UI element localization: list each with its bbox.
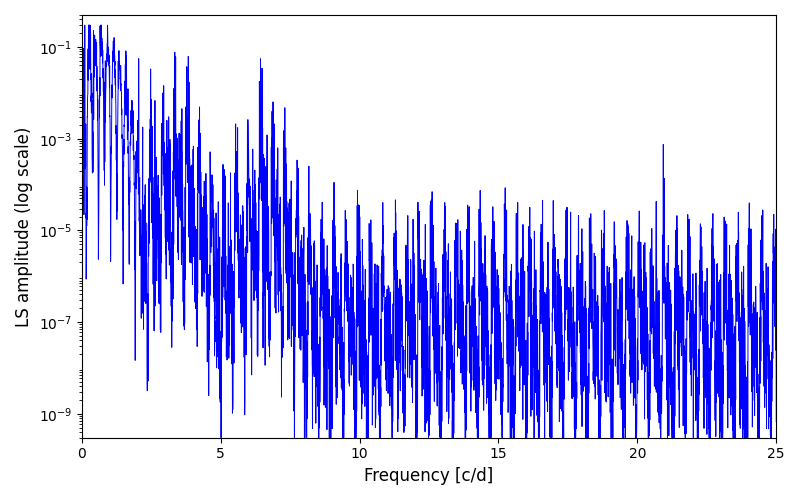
- Y-axis label: LS amplitude (log scale): LS amplitude (log scale): [15, 126, 33, 326]
- X-axis label: Frequency [c/d]: Frequency [c/d]: [364, 467, 494, 485]
